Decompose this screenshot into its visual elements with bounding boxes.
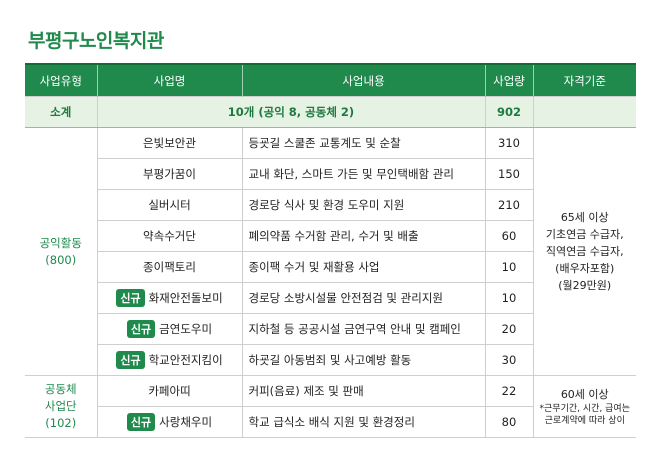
program-content: 커피(음료) 제조 및 판매 bbox=[241, 375, 486, 407]
program-row: 종이팩토리 종이팩 수거 및 재활용 사업 10 bbox=[25, 251, 636, 283]
program-name-text: 은빛보안관 bbox=[143, 136, 196, 150]
program-name: 카페아띠 bbox=[96, 375, 243, 407]
program-content: 지하철 등 공공시설 금연구역 안내 및 캠페인 bbox=[241, 313, 486, 345]
program-name: 실버시터 bbox=[97, 189, 243, 221]
type-line: 공익활동 bbox=[39, 235, 82, 250]
program-row: 약속수거단 폐의약품 수거함 관리, 수거 및 배출 60 bbox=[25, 220, 636, 252]
program-row: 공익활동 (800) 은빛보안관 등굣길 스쿨존 교통계도 및 순찰 310 65세 이상… bbox=[25, 127, 636, 376]
type-line: 공동체 bbox=[44, 382, 77, 396]
program-name-text: 화재안전돌보미 bbox=[148, 291, 223, 305]
new-badge: 신규 bbox=[126, 320, 156, 338]
subtotal-row: 소계 10개 (공익 8, 공동체 2) 902 bbox=[25, 96, 636, 128]
program-content: 폐의약품 수거함 관리, 수거 및 배출 bbox=[241, 220, 486, 252]
program-amount: 60 bbox=[484, 220, 533, 252]
program-name: 부평가꿈이 bbox=[97, 158, 243, 190]
program-content: 학교 급식소 배식 지원 및 환경정리 bbox=[241, 406, 486, 438]
program-row: 신규 금연도우미 지하철 등 공공시설 금연구역 안내 및 캠페인 20 bbox=[25, 313, 636, 345]
program-name: 약속수거단 bbox=[97, 220, 243, 252]
header-row: 사업유형 사업명 사업내용 사업량 자격기준 bbox=[25, 63, 636, 97]
program-amount: 10 bbox=[484, 282, 533, 314]
program-type: 공익활동 (800) bbox=[25, 127, 98, 376]
program-row: 신규 사랑채우미 학교 급식소 배식 지원 및 환경정리 80 bbox=[25, 406, 636, 438]
program-amount: 30 bbox=[484, 344, 533, 376]
program-name-text: 카페아띠 bbox=[148, 384, 191, 398]
subtotal-blank bbox=[532, 96, 636, 128]
new-badge: 신규 bbox=[116, 351, 145, 369]
type-line: 사업단 bbox=[44, 399, 77, 413]
subtotal-summary: 10개 (공익 8, 공동체 2) bbox=[96, 96, 486, 128]
table-body: 소계 10개 (공익 8, 공동체 2) 902 공익활동 (800) 은빛보안관 등굣길 … bbox=[25, 96, 636, 438]
program-name-text: 학교안전지킴이 bbox=[148, 353, 223, 367]
program-name-text: 사랑채우미 bbox=[159, 415, 213, 429]
criteria-line: 65세 이상 bbox=[560, 211, 609, 224]
note-line: 근로계약에 따라 상이 bbox=[544, 416, 625, 426]
program-row: 신규 학교안전지킴이 하굣길 아동범죄 및 사고예방 활동 30 bbox=[25, 344, 636, 376]
program-name-text: 종이팩토리 bbox=[143, 260, 196, 274]
program-name: 신규 학교안전지킴이 bbox=[97, 344, 243, 376]
program-name: 신규 화재안전돌보미 bbox=[97, 282, 243, 314]
subtotal-label: 소계 bbox=[25, 96, 98, 128]
program-name-text: 약속수거단 bbox=[143, 229, 196, 243]
program-amount: 20 bbox=[484, 313, 533, 345]
program-amount: 150 bbox=[484, 158, 533, 190]
page-title: 부평구노인복지관 bbox=[28, 30, 164, 52]
criteria-line: (배우자포함) bbox=[555, 262, 615, 275]
program-content: 교내 화단, 스마트 가든 및 무인택배함 관리 bbox=[241, 158, 486, 190]
new-badge: 신규 bbox=[116, 289, 145, 307]
program-name: 신규 사랑채우미 bbox=[97, 406, 243, 438]
type-line: (102) bbox=[45, 416, 77, 430]
subtotal-amount: 902 bbox=[484, 96, 534, 128]
program-row: 실버시터 경로당 식사 및 환경 도우미 지원 210 bbox=[25, 189, 636, 221]
new-badge: 신규 bbox=[126, 413, 156, 431]
program-amount: 210 bbox=[484, 189, 533, 221]
program-name-text: 금연도우미 bbox=[159, 322, 213, 336]
criteria-line: 직역연금 수급자, bbox=[545, 245, 624, 258]
program-name-text: 부평가꿈이 bbox=[143, 167, 196, 181]
program-content: 경로당 소방시설물 안전점검 및 관리지원 bbox=[241, 282, 486, 314]
criteria-line: 60세 이상 bbox=[560, 388, 609, 401]
program-name: 신규 금연도우미 bbox=[97, 313, 243, 345]
type-line: (800) bbox=[45, 252, 77, 267]
program-name: 종이팩토리 bbox=[97, 251, 243, 283]
program-name: 은빛보안관 bbox=[96, 127, 243, 159]
column-header: 사업유형 bbox=[25, 63, 97, 97]
program-amount: 10 bbox=[484, 251, 533, 283]
program-content: 경로당 식사 및 환경 도우미 지원 bbox=[241, 189, 486, 221]
criteria-line: 기초연금 수급자, bbox=[545, 228, 624, 241]
program-amount: 22 bbox=[484, 375, 534, 407]
column-header: 사업내용 bbox=[241, 63, 485, 97]
program-name-text: 실버시터 bbox=[148, 198, 191, 212]
column-header: 사업량 bbox=[484, 63, 533, 97]
criteria-line: (월29만원) bbox=[558, 279, 612, 292]
program-amount: 80 bbox=[484, 406, 533, 438]
program-row: 부평가꿈이 교내 화단, 스마트 가든 및 무인택배함 관리 150 bbox=[25, 158, 636, 190]
column-header: 자격기준 bbox=[532, 63, 636, 97]
program-content: 종이팩 수거 및 재활용 사업 bbox=[241, 251, 486, 283]
column-header: 사업명 bbox=[96, 63, 242, 97]
program-content: 하굣길 아동범죄 및 사고예방 활동 bbox=[241, 344, 486, 376]
program-content: 등굣길 스쿨존 교통계도 및 순찰 bbox=[241, 127, 486, 159]
program-table: 사업유형 사업명 사업내용 사업량 자격기준 소계 10개 (공익 8, 공동체 2) 90… bbox=[25, 63, 636, 438]
program-amount: 310 bbox=[484, 127, 534, 159]
note-line: *근무기간, 시간, 급여는 bbox=[539, 404, 630, 414]
